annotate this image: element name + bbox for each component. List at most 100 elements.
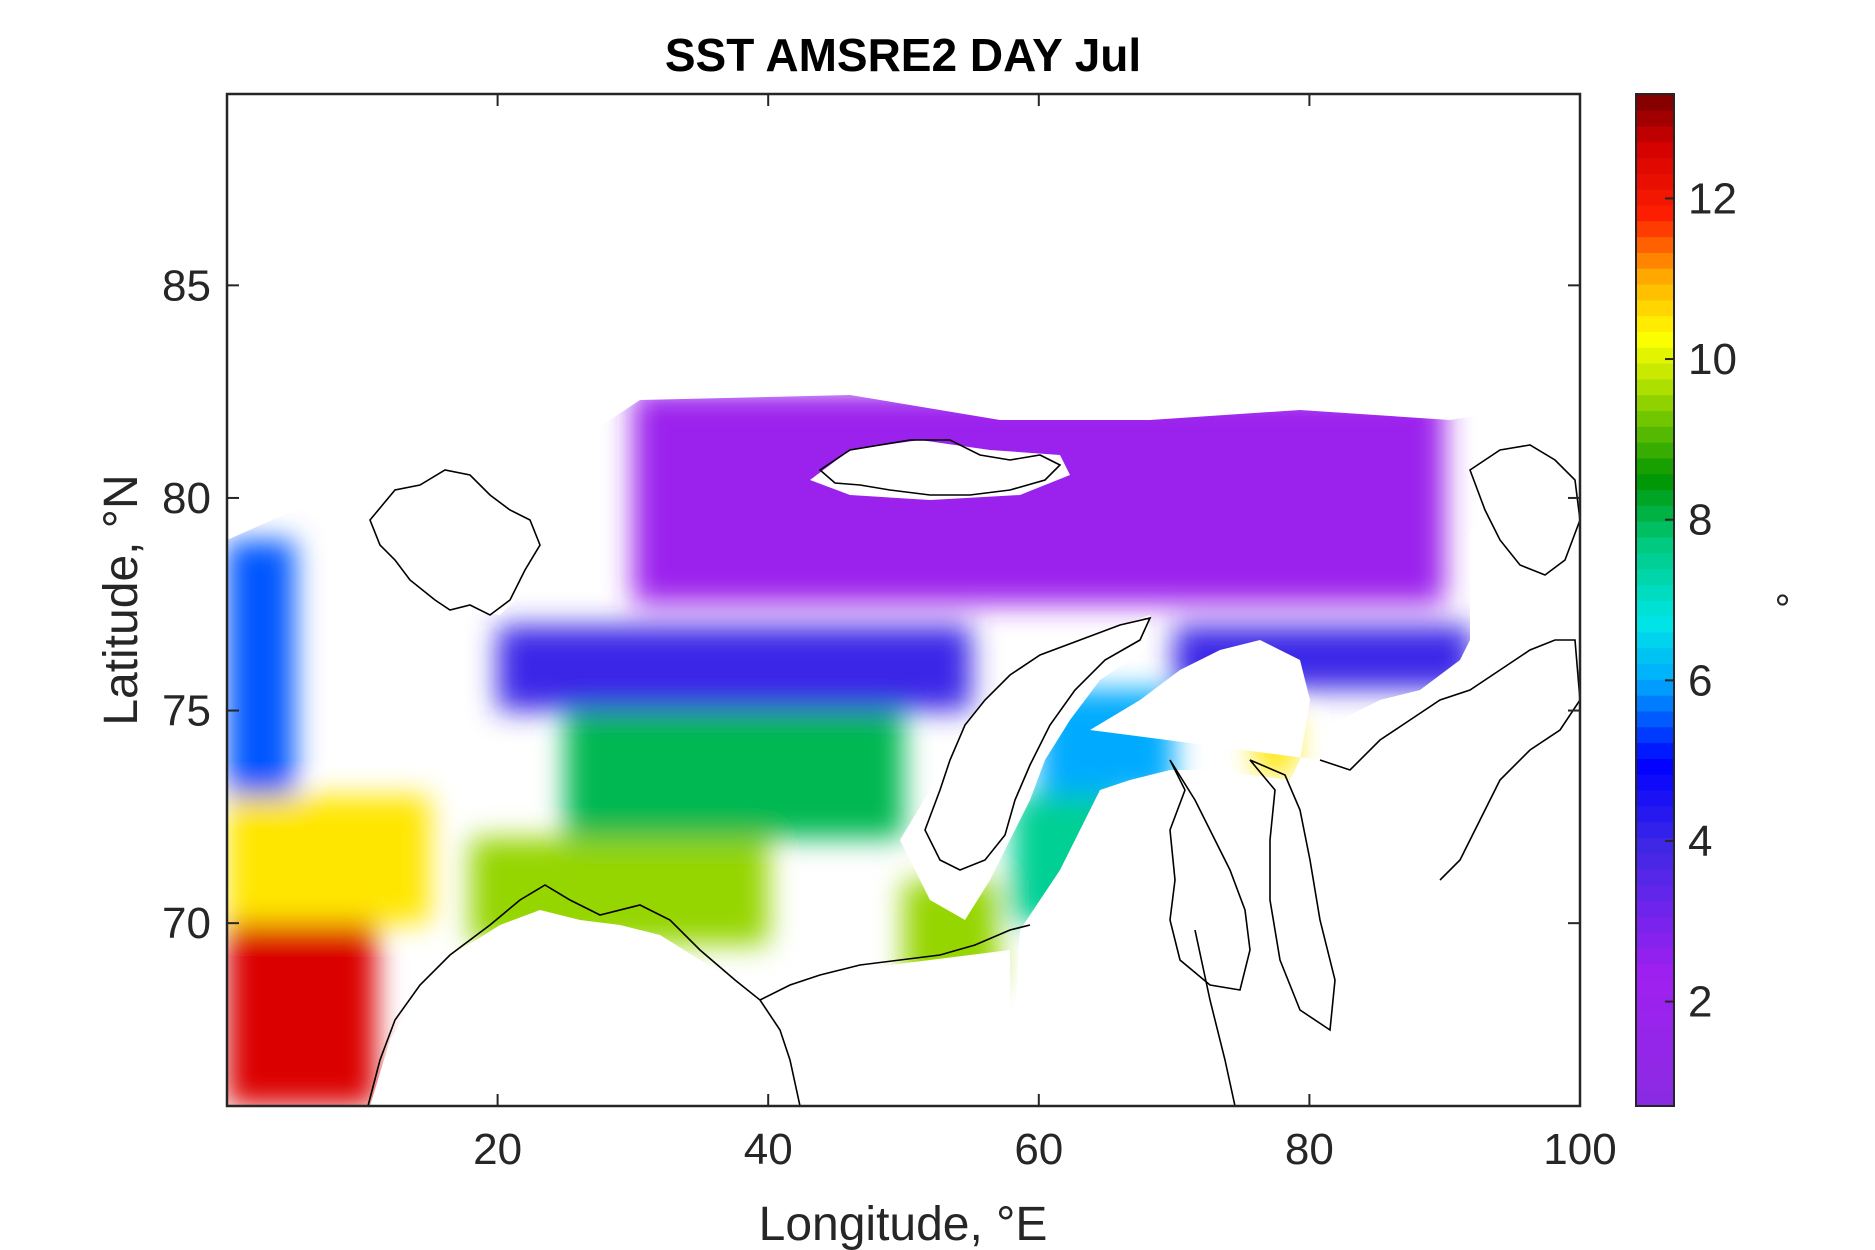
colorbar-swatch bbox=[1636, 995, 1674, 1012]
plot-frame bbox=[225, 92, 1582, 1108]
no-data-area-5 bbox=[370, 910, 1010, 1106]
sst-region-0 bbox=[227, 923, 376, 1106]
no-data-area-7 bbox=[810, 440, 1070, 500]
colorbar-swatch bbox=[1636, 283, 1674, 301]
colorbar-swatch bbox=[1636, 94, 1674, 111]
y-axis-label: Latitude, °N bbox=[95, 474, 148, 725]
sst-heatmap bbox=[227, 94, 1580, 1106]
x-axis-label: Longitude, °E bbox=[759, 1198, 1048, 1250]
colorbar-swatch bbox=[1636, 1042, 1674, 1060]
colorbar-swatch bbox=[1636, 884, 1674, 902]
no-data-area-6 bbox=[365, 470, 545, 615]
y-tick-label: 70 bbox=[162, 899, 211, 948]
colorbar-swatch bbox=[1636, 236, 1674, 253]
colorbar-swatch bbox=[1636, 932, 1674, 949]
gydan-coastline bbox=[1249, 759, 1336, 1032]
colorbar-swatch bbox=[1636, 299, 1674, 317]
colorbar-swatch bbox=[1636, 615, 1674, 633]
colorbar-tick-label: 10 bbox=[1688, 335, 1737, 384]
colorbar-swatch bbox=[1636, 568, 1674, 585]
colorbar-swatch bbox=[1636, 536, 1674, 554]
x-tick-label: 20 bbox=[473, 1125, 522, 1174]
colorbar-swatch bbox=[1636, 1058, 1674, 1076]
no-data-area-2 bbox=[1320, 470, 1580, 1106]
yamal-coastline bbox=[1169, 759, 1251, 991]
taymyr-coastline bbox=[1319, 639, 1580, 881]
colorbar-swatch bbox=[1636, 220, 1674, 238]
colorbar-swatch bbox=[1636, 204, 1674, 222]
colorbar-swatch bbox=[1636, 900, 1674, 918]
y-axis: 70 75 80 85 bbox=[162, 261, 1580, 948]
colorbar-swatch bbox=[1636, 868, 1674, 886]
colorbar-swatch bbox=[1636, 505, 1674, 522]
sst-region-6 bbox=[632, 391, 1445, 605]
y-tick-label: 85 bbox=[162, 261, 211, 310]
colorbar-swatch bbox=[1636, 600, 1674, 617]
colorbar-swatch bbox=[1636, 267, 1674, 285]
colorbar-swatch bbox=[1636, 758, 1674, 775]
svalbard-coastline bbox=[369, 469, 541, 616]
x-tick-label: 60 bbox=[1014, 1125, 1063, 1174]
colorbar-swatch bbox=[1636, 1074, 1674, 1091]
no-data-area-1 bbox=[227, 470, 350, 540]
colorbar-tick-label: 8 bbox=[1688, 496, 1712, 545]
colorbar-ticks: 2 4 6 8 10 12 bbox=[1665, 174, 1737, 1027]
colorbar-tick-label: 4 bbox=[1688, 817, 1712, 866]
colorbar-swatch bbox=[1636, 1026, 1674, 1044]
colorbar-swatch bbox=[1636, 679, 1674, 696]
colorbar-swatch bbox=[1636, 520, 1674, 538]
colorbar-swatch bbox=[1636, 457, 1674, 475]
colorbar-swatch bbox=[1636, 441, 1674, 459]
colorbar-swatch bbox=[1636, 789, 1674, 807]
colorbar-swatch bbox=[1636, 315, 1674, 332]
colorbar-tick-label: 6 bbox=[1688, 656, 1712, 705]
colorbar-swatch bbox=[1636, 916, 1674, 933]
ob-gulf-coastline bbox=[1194, 929, 1236, 1106]
colorbar-swatch bbox=[1636, 188, 1674, 206]
colorbar-swatch bbox=[1636, 853, 1674, 870]
x-tick-label: 80 bbox=[1285, 1125, 1334, 1174]
colorbar-swatch bbox=[1636, 378, 1674, 396]
y-tick-label: 75 bbox=[162, 687, 211, 736]
colorbar-swatch bbox=[1636, 473, 1674, 491]
colorbar-swatch bbox=[1636, 426, 1674, 443]
colorbar-swatch bbox=[1636, 141, 1674, 159]
kola-white-sea-coastline bbox=[759, 924, 1031, 1001]
colorbar-swatch bbox=[1636, 584, 1674, 601]
colorbar-swatch bbox=[1636, 1011, 1674, 1028]
colorbar-swatch bbox=[1636, 1090, 1674, 1107]
colorbar-swatch bbox=[1636, 109, 1674, 127]
severnaya-zemlya-coastline bbox=[1469, 444, 1580, 576]
x-tick-label: 40 bbox=[744, 1125, 793, 1174]
colorbar-swatch bbox=[1636, 252, 1674, 269]
novaya-zemlya-coastline bbox=[924, 616, 1152, 871]
colorbar-swatch bbox=[1636, 362, 1674, 380]
franz-josef-land-coastline bbox=[818, 439, 1062, 496]
colorbar-swatch bbox=[1636, 410, 1674, 427]
no-data-area-4 bbox=[900, 615, 1150, 920]
sst-region-2 bbox=[227, 540, 295, 796]
colorbar-swatch bbox=[1636, 947, 1674, 965]
x-axis: 20 40 60 80 100 bbox=[473, 94, 1617, 1174]
no-data-area-0 bbox=[227, 94, 1580, 530]
y-tick-label: 80 bbox=[162, 474, 211, 523]
sst-region-4 bbox=[565, 710, 904, 839]
colorbar-swatch bbox=[1636, 489, 1674, 506]
x-tick-label: 100 bbox=[1543, 1125, 1616, 1174]
colorbar-swatch bbox=[1636, 647, 1674, 665]
colorbar-tick-label: 12 bbox=[1688, 174, 1737, 223]
colorbar-swatch bbox=[1636, 125, 1674, 143]
colorbar-swatch bbox=[1636, 347, 1674, 364]
colorbar-swatch bbox=[1636, 979, 1674, 997]
colorbar-swatch bbox=[1636, 394, 1674, 412]
colorbar-swatch bbox=[1636, 710, 1674, 728]
sst-region-5 bbox=[497, 625, 972, 711]
colorbar-frame bbox=[1635, 93, 1675, 1107]
colorbar-swatch bbox=[1636, 726, 1674, 744]
colorbar-swatch bbox=[1636, 157, 1674, 174]
colorbar-swatch bbox=[1636, 173, 1674, 190]
colorbar-swatch bbox=[1636, 694, 1674, 712]
colorbar-swatch bbox=[1636, 837, 1674, 854]
colorbar bbox=[1636, 94, 1674, 1107]
